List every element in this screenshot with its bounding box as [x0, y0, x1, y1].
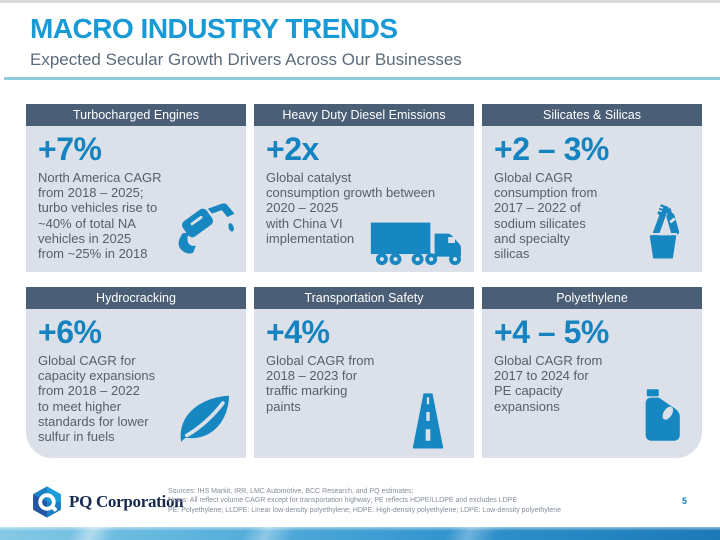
bottom-wave-band: [0, 527, 720, 540]
card-title: Turbocharged Engines: [26, 104, 246, 126]
pq-hexagon-logo-icon: [30, 485, 64, 519]
jug-icon: [630, 380, 690, 450]
card-body: +2x Global catalyst consumption growth b…: [254, 126, 474, 272]
stat-value: +4 – 5%: [494, 314, 609, 350]
road-icon: [396, 388, 460, 450]
company-logo: PQ Corporation: [30, 485, 184, 519]
card-body: +2 – 3% Global CAGR consumption from 201…: [482, 126, 702, 272]
card-title: Polyethylene: [482, 287, 702, 309]
card-title: Hydrocracking: [26, 287, 246, 309]
card-title: Transportation Safety: [254, 287, 474, 309]
stat-description: Global CAGR from 2017 to 2024 for PE cap…: [494, 352, 603, 414]
page-subtitle: Expected Secular Growth Drivers Across O…: [30, 49, 462, 69]
stat-description: Global catalyst consumption growth betwe…: [266, 169, 436, 247]
page-number: 5: [681, 496, 687, 506]
card-body: +6% Global CAGR for capacity expansions …: [26, 309, 246, 458]
footnotes: Sources: IHS Markit, IRR, LMC Automotive…: [168, 487, 628, 515]
truck-icon: [370, 219, 472, 267]
stat-value: +4%: [266, 314, 330, 350]
card-transportation-safety: Transportation Safety +4% Global CAGR fr…: [254, 287, 474, 458]
footnote-notes: Notes: All reflect volume CAGR except fo…: [168, 497, 517, 505]
stat-value: +6%: [38, 314, 102, 350]
stat-description: Global CAGR consumption from 2017 – 2022…: [494, 169, 598, 262]
stat-value: +7%: [38, 131, 102, 167]
card-turbocharged-engines: Turbocharged Engines +7% North America C…: [26, 104, 246, 272]
footnote-abbreviations: PE: Polyethylene; LLDPE: Linear low-dens…: [168, 506, 561, 514]
card-title: Silicates & Silicas: [482, 104, 702, 126]
card-heavy-duty-diesel: Heavy Duty Diesel Emissions +2x Global c…: [254, 104, 474, 272]
header-divider: [4, 77, 720, 80]
top-edge-strip: [0, 0, 720, 3]
footnote-sources: Sources: IHS Markit, IRR, LMC Automotive…: [168, 488, 414, 495]
toothbrush-cup-icon: [634, 200, 692, 266]
page-title: MACRO INDUSTRY TRENDS: [30, 13, 398, 44]
stat-description: North America CAGR from 2018 – 2025; tur…: [38, 169, 162, 262]
stat-description: Global CAGR for capacity expansions from…: [38, 352, 156, 445]
card-silicates-silicas: Silicates & Silicas +2 – 3% Global CAGR …: [482, 104, 702, 272]
leaf-icon: [172, 390, 234, 446]
stat-value: +2x: [266, 131, 319, 167]
slide-footer: PQ Corporation Sources: IHS Markit, IRR,…: [0, 482, 720, 527]
card-polyethylene: Polyethylene +4 – 5% Global CAGR from 20…: [482, 287, 702, 458]
card-body: +4% Global CAGR from 2018 – 2023 for tra…: [254, 309, 474, 458]
card-grid: Turbocharged Engines +7% North America C…: [26, 104, 702, 458]
stat-value: +2 – 3%: [494, 131, 609, 167]
stat-description: Global CAGR from 2018 – 2023 for traffic…: [266, 352, 375, 414]
fuel-nozzle-icon: [168, 194, 242, 264]
card-body: +7% North America CAGR from 2018 – 2025;…: [26, 126, 246, 272]
card-hydrocracking: Hydrocracking +6% Global CAGR for capaci…: [26, 287, 246, 458]
company-logo-text: PQ Corporation: [69, 492, 184, 511]
card-body: +4 – 5% Global CAGR from 2017 to 2024 fo…: [482, 309, 702, 458]
slide-header: MACRO INDUSTRY TRENDS Expected Secular G…: [30, 13, 690, 70]
card-title: Heavy Duty Diesel Emissions: [254, 104, 474, 126]
